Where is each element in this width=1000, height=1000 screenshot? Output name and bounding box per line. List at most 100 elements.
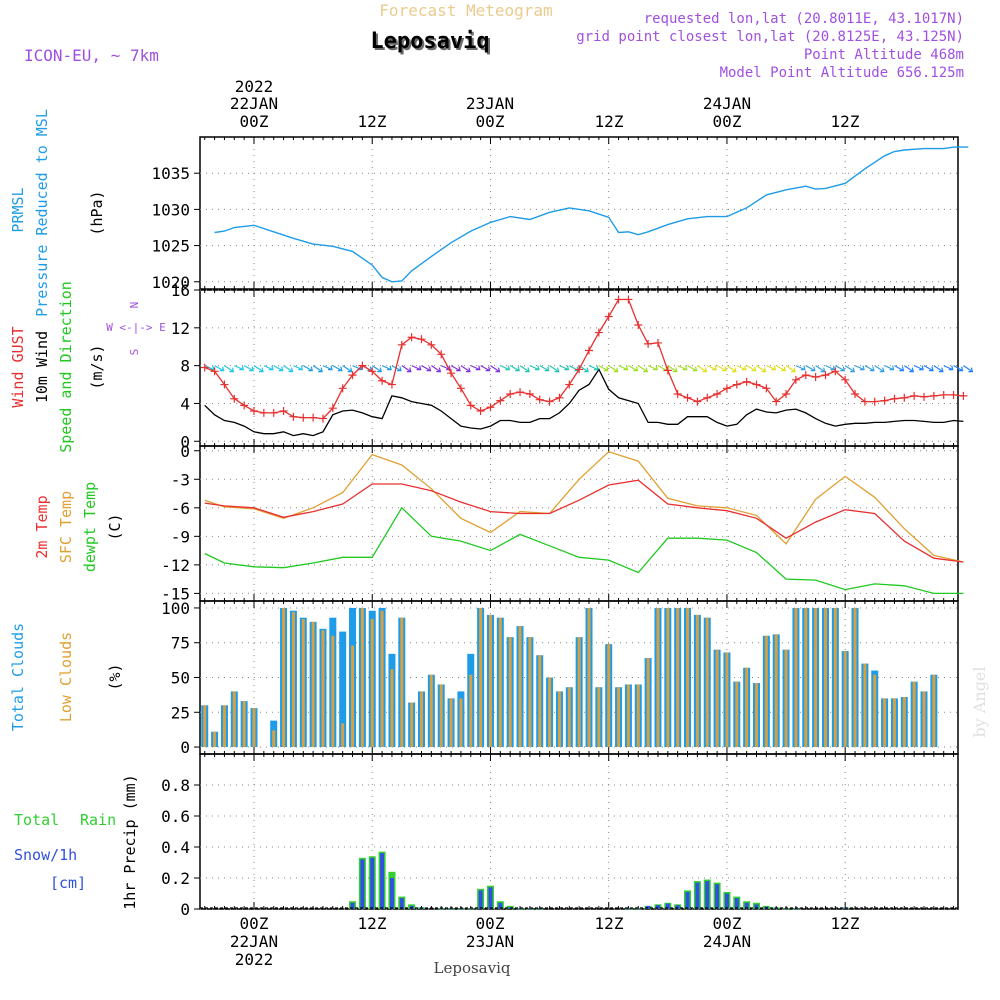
- low-clouds-bar: [902, 696, 906, 748]
- wind-arrow-shaft: [775, 365, 786, 372]
- wind-gust-marker: [594, 328, 603, 337]
- wind-arrow-shaft: [894, 365, 904, 372]
- wind-gust-marker: [220, 380, 229, 389]
- wind-direction-arrow: [273, 365, 284, 372]
- wind-arrow-head: [564, 365, 570, 371]
- top-time-axis: 2022 22JAN 00Z 12Z 23JAN 00Z 12Z 24JAN 0…: [230, 77, 860, 131]
- precip-snow-bar: [449, 908, 454, 910]
- wind-arrow-head: [396, 366, 402, 372]
- wind-gust-marker: [929, 391, 938, 400]
- wind-gust-marker: [732, 380, 741, 389]
- wind-arrow-shaft: [539, 365, 550, 372]
- precip-snow-bar: [724, 893, 729, 909]
- precip-snow-bar: [636, 908, 641, 910]
- wind-direction-label: Speed and Direction: [57, 281, 75, 453]
- wind-arrow-head: [534, 365, 540, 371]
- wind-direction-arrow: [460, 365, 471, 373]
- bottom-hour-label: 12Z: [595, 914, 624, 933]
- wind-arrow-head: [958, 366, 964, 372]
- sfc-temp-line: [204, 450, 964, 563]
- low-clouds-bar: [833, 607, 837, 748]
- bottom-date-label: 23JAN: [466, 932, 514, 951]
- wind-arrow-shaft: [293, 365, 303, 371]
- low-clouds-bar: [203, 705, 207, 748]
- low-clouds-bar: [695, 614, 699, 748]
- wind-gust-marker: [348, 371, 357, 380]
- wind-gust-marker: [417, 335, 426, 344]
- requested-location: requested lon,lat (20.8011E, 43.1017N): [644, 11, 964, 27]
- model-label: ICON-EU, ~ 7km: [24, 46, 159, 65]
- wind-arrow-head: [298, 365, 304, 371]
- low-clouds-bar: [626, 684, 630, 748]
- wind-unit-label: (m/s): [88, 344, 106, 389]
- low-clouds-bar: [557, 691, 561, 748]
- low-clouds-bar: [676, 607, 680, 748]
- wind-arrow-head: [702, 367, 708, 373]
- low-clouds-bar: [912, 681, 916, 748]
- precip-snow-bar: [458, 908, 463, 910]
- bottom-hour-label: 00Z: [240, 914, 269, 933]
- grid-point-location: grid point closest lon,lat (20.8125E, 43…: [576, 29, 964, 45]
- wind-arrow-shaft: [933, 365, 944, 373]
- wind-gust-marker: [742, 377, 751, 386]
- wind-gust-marker: [624, 295, 633, 304]
- low-clouds-bar: [587, 607, 591, 748]
- cloud-labels: Total Clouds Low Clouds (%): [9, 623, 124, 731]
- wind-arrow-head: [810, 366, 816, 372]
- low-clouds-bar: [843, 651, 847, 748]
- wind-arrow-head: [633, 366, 639, 372]
- wind-arrow-shaft: [913, 365, 924, 371]
- prmsl-line: [214, 146, 969, 283]
- bottom-hour-label: 12Z: [358, 914, 387, 933]
- wind-arrow-shaft: [549, 365, 559, 373]
- wind-arrow-shaft: [608, 365, 619, 373]
- top-hour-label: 00Z: [713, 112, 742, 131]
- wind-gust-marker: [318, 414, 327, 423]
- wind-arrow-head: [653, 365, 658, 371]
- wind-direction-arrow: [775, 365, 786, 372]
- wind-direction-arrow: [559, 365, 570, 371]
- precip-snow-bar: [527, 908, 532, 910]
- compass-north: N: [128, 302, 141, 309]
- low-clouds-bar: [804, 607, 808, 748]
- wind-gust-marker: [506, 390, 515, 398]
- low-clouds-bar: [488, 614, 492, 748]
- wind-direction-arrow: [293, 365, 304, 371]
- low-clouds-bar: [449, 698, 453, 748]
- temp-sfc-label: SFC Temp: [57, 491, 75, 563]
- low-clouds-bar: [892, 698, 896, 748]
- wind-direction-arrow: [835, 365, 846, 372]
- low-clouds-bar: [538, 655, 542, 748]
- wind-arrow-head: [860, 365, 865, 371]
- wind-arrow-head: [456, 366, 461, 372]
- wind-direction-arrow: [618, 365, 629, 371]
- wind-arrow-head: [347, 367, 353, 373]
- wind-gust-marker: [200, 363, 209, 372]
- wind-gust-marker: [387, 380, 396, 389]
- wind-arrow-head: [584, 367, 589, 373]
- wind-direction-arrow: [805, 365, 816, 372]
- wind-gust-marker: [673, 390, 682, 398]
- wind-arrow-shaft: [835, 365, 845, 372]
- wind-arrow-shaft: [637, 365, 648, 373]
- wind-gust-marker: [555, 393, 564, 402]
- wind-gust-marker: [752, 380, 761, 389]
- wind-direction-arrow: [628, 365, 639, 372]
- temp-y-tick-label: -15: [161, 584, 190, 603]
- model-point-altitude: Model Point Altitude 656.125m: [720, 65, 964, 81]
- precip-snow-bar: [646, 905, 651, 909]
- wind-gust-marker: [358, 361, 367, 370]
- wind-gust-marker: [653, 338, 662, 347]
- wind-gust-marker: [959, 391, 968, 400]
- wind-gust-marker: [683, 393, 692, 402]
- wind-direction-arrow: [667, 365, 678, 373]
- wind-arrow-head: [672, 367, 678, 373]
- precip-snow-bar: [498, 902, 503, 909]
- low-clouds-bar: [666, 607, 670, 748]
- wind-arrow-head: [495, 367, 501, 373]
- low-clouds-bar: [932, 674, 936, 748]
- wind-gust-marker: [250, 407, 258, 416]
- point-altitude: Point Altitude 468m: [804, 47, 964, 63]
- wind-arrow-head: [830, 365, 836, 371]
